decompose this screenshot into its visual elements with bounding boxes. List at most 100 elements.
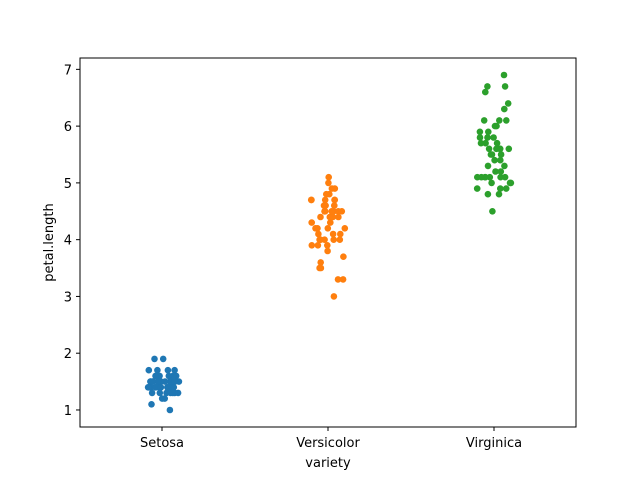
data-point — [315, 230, 322, 238]
data-point — [324, 242, 331, 249]
data-point — [164, 366, 172, 374]
y-tick-label: 6 — [64, 120, 72, 135]
data-point — [477, 139, 485, 147]
data-point — [338, 208, 346, 215]
data-point — [314, 225, 321, 232]
data-point — [496, 117, 503, 124]
data-point — [476, 134, 484, 141]
data-point — [161, 378, 169, 385]
data-point — [152, 384, 160, 391]
data-point — [488, 151, 496, 158]
data-point — [317, 213, 324, 221]
y-tick-label: 1 — [64, 404, 72, 419]
data-point — [337, 230, 344, 238]
data-point — [322, 202, 329, 209]
data-point — [492, 168, 499, 175]
data-point — [328, 208, 336, 215]
data-point — [493, 139, 501, 147]
data-point — [308, 196, 315, 204]
data-point — [497, 185, 504, 192]
data-point — [497, 151, 505, 158]
data-point — [314, 242, 322, 249]
data-point — [485, 145, 493, 153]
data-point — [330, 236, 338, 243]
data-point — [502, 185, 510, 192]
data-point — [331, 202, 338, 209]
data-point — [339, 276, 347, 283]
data-point — [152, 372, 159, 380]
data-point — [482, 88, 489, 96]
data-point — [324, 225, 332, 232]
data-point — [166, 406, 174, 414]
data-point — [329, 213, 337, 221]
data-point — [491, 122, 499, 130]
data-point — [321, 208, 329, 215]
y-axis-title: petal.length — [42, 203, 57, 282]
data-point — [496, 145, 504, 153]
x-tick-label: Virginica — [466, 436, 522, 451]
data-point — [157, 384, 165, 391]
data-point — [149, 378, 156, 385]
data-point — [330, 293, 338, 300]
data-point — [159, 355, 167, 363]
x-axis-title: variety — [305, 456, 351, 471]
y-tick-label: 3 — [64, 290, 72, 305]
x-axis: Setosa Versicolor Virginica — [140, 427, 522, 451]
data-point — [154, 378, 162, 385]
data-point — [169, 389, 177, 397]
data-point — [171, 366, 178, 374]
data-point — [506, 179, 514, 187]
y-tick-label: 7 — [64, 63, 72, 78]
data-point — [490, 134, 497, 141]
data-point — [485, 128, 492, 136]
data-point — [148, 389, 156, 397]
data-point — [497, 168, 505, 175]
data-point — [145, 366, 153, 374]
data-point — [489, 208, 496, 215]
data-point — [308, 242, 316, 249]
data-point — [484, 162, 492, 170]
data-point — [317, 264, 325, 272]
data-point — [484, 83, 491, 90]
data-point — [488, 179, 495, 187]
data-point — [484, 134, 491, 141]
data-point — [317, 259, 325, 266]
data-point — [482, 139, 489, 147]
data-point — [491, 156, 498, 164]
data-point — [154, 366, 161, 374]
data-point — [334, 276, 342, 283]
y-tick-label: 5 — [64, 177, 72, 192]
data-point — [473, 185, 481, 192]
data-point — [336, 236, 344, 243]
data-point — [500, 71, 508, 79]
data-point — [170, 384, 178, 391]
data-point — [156, 389, 164, 397]
data-point — [148, 401, 155, 408]
data-point — [317, 236, 324, 243]
x-tick-label: Versicolor — [296, 436, 360, 451]
data-point — [328, 185, 336, 192]
data-point — [331, 196, 339, 204]
data-point — [144, 384, 152, 391]
data-point — [501, 162, 508, 170]
data-point — [484, 190, 492, 198]
data-point — [329, 230, 337, 238]
data-point — [504, 100, 512, 107]
data-point — [503, 117, 510, 124]
data-point — [321, 196, 329, 204]
data-point — [497, 156, 504, 164]
data-point — [505, 145, 513, 153]
data-point — [308, 219, 316, 226]
data-point — [341, 225, 349, 232]
data-point — [165, 372, 173, 380]
data-point — [476, 128, 484, 136]
y-tick-label: 2 — [64, 347, 72, 362]
data-point — [325, 173, 333, 181]
data-point — [340, 253, 347, 260]
data-point — [325, 179, 332, 187]
data-point — [495, 190, 503, 198]
data-point — [501, 173, 509, 181]
data-points — [144, 71, 515, 414]
data-point — [158, 395, 166, 402]
